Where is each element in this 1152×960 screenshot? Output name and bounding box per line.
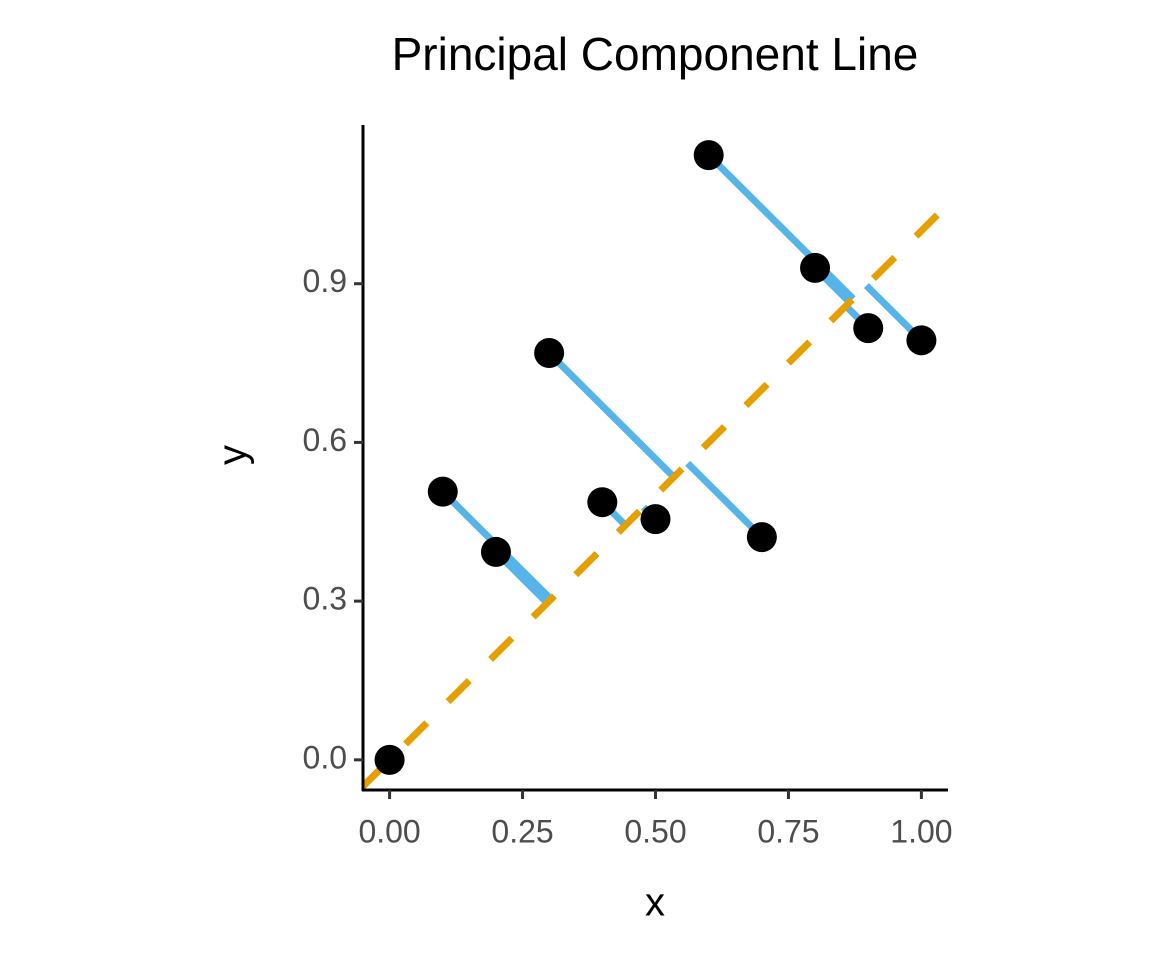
y-tick-label: 0.3 — [303, 581, 347, 617]
x-tick-label: 0.00 — [358, 813, 420, 849]
point — [800, 252, 831, 283]
point — [534, 338, 565, 369]
point — [587, 487, 618, 518]
point — [746, 522, 777, 553]
y-tick-label: 0.6 — [303, 422, 347, 458]
y-axis-label: y — [211, 445, 255, 465]
point — [906, 325, 937, 356]
x-tick-label: 0.75 — [757, 813, 819, 849]
point — [374, 744, 405, 775]
point — [640, 504, 671, 535]
pc-line — [363, 201, 948, 789]
y-tick-label: 0.0 — [303, 739, 347, 775]
chart-title: Principal Component Line — [392, 28, 919, 80]
x-tick-label: 0.25 — [491, 813, 553, 849]
x-tick-label: 1.00 — [890, 813, 952, 849]
y-tick-label: 0.9 — [303, 263, 347, 299]
projection-segment — [706, 152, 856, 302]
plot-area — [363, 152, 948, 789]
x-tick-label: 0.50 — [624, 813, 686, 849]
point — [693, 140, 724, 171]
point — [480, 536, 511, 567]
point — [427, 476, 458, 507]
point — [853, 313, 884, 344]
x-axis-label: x — [645, 881, 665, 925]
projection-segment — [685, 460, 765, 540]
projection-segment — [546, 350, 677, 480]
